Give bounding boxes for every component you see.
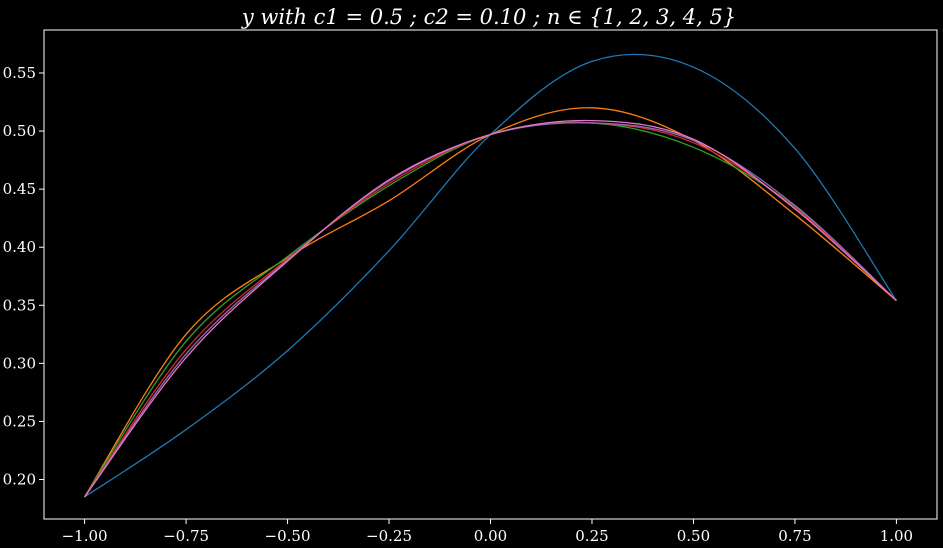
series-line-4 bbox=[84, 121, 897, 498]
x-tick-label: −0.25 bbox=[366, 527, 412, 545]
plot-frame bbox=[43, 29, 938, 520]
y-tick-label: 0.40 bbox=[3, 238, 36, 256]
x-tick-label: −0.75 bbox=[163, 527, 209, 545]
chart-title: y with c1 = 0.5 ; c2 = 0.10 ; n ∈ {1, 2,… bbox=[241, 5, 736, 29]
y-tick-label: 0.20 bbox=[3, 471, 36, 489]
y-axis: 0.20 0.25 0.30 0.35 0.40 0.45 0.50 0.55 bbox=[3, 64, 44, 489]
series-line-5 bbox=[84, 122, 897, 498]
series-line-3 bbox=[84, 121, 897, 498]
x-tick-label: 1.00 bbox=[880, 527, 913, 545]
x-tick-label: 0.00 bbox=[474, 527, 507, 545]
x-tick-label: −0.50 bbox=[265, 527, 311, 545]
x-tick-label: −1.00 bbox=[62, 527, 108, 545]
series-line-6 bbox=[84, 119, 897, 498]
y-tick-label: 0.45 bbox=[3, 180, 36, 198]
series-layer bbox=[84, 53, 897, 498]
y-tick-label: 0.55 bbox=[3, 64, 36, 82]
x-axis: −1.00 −0.75 −0.50 −0.25 0.00 0.25 0.50 0.75 1.00 bbox=[62, 519, 913, 545]
x-tick-label: 0.25 bbox=[575, 527, 608, 545]
series-line-1 bbox=[84, 53, 897, 498]
series-line-2 bbox=[84, 107, 897, 498]
y-tick-label: 0.30 bbox=[3, 354, 36, 372]
y-tick-label: 0.25 bbox=[3, 412, 36, 430]
y-tick-label: 0.35 bbox=[3, 296, 36, 314]
x-tick-label: 0.50 bbox=[677, 527, 710, 545]
x-tick-label: 0.75 bbox=[778, 527, 811, 545]
y-tick-label: 0.50 bbox=[3, 122, 36, 140]
